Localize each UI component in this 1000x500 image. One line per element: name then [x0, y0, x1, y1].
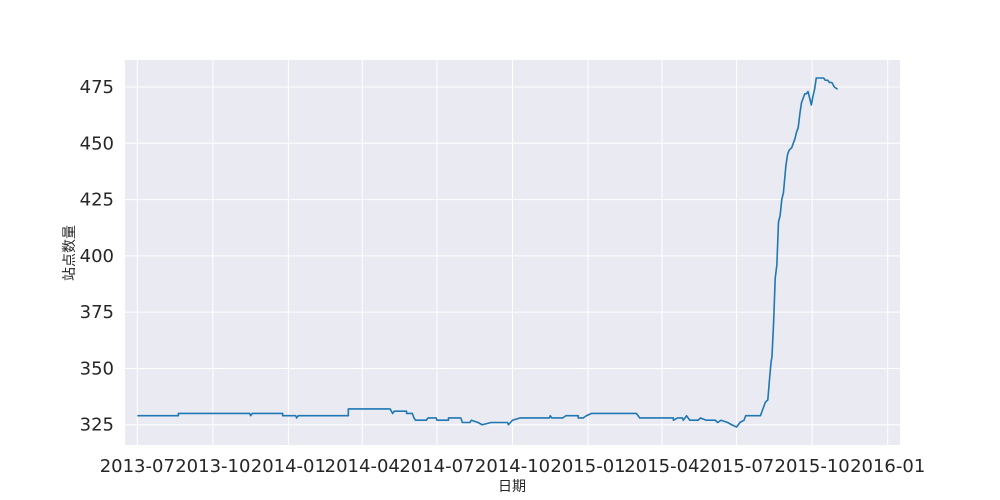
- y-tick-label-3: 400: [80, 246, 114, 267]
- y-tick-label-2: 375: [80, 302, 114, 323]
- x-tick-label-2: 2014-01: [251, 456, 326, 477]
- y-tick-label-5: 450: [80, 133, 114, 154]
- x-tick-label-5: 2014-10: [475, 456, 550, 477]
- x-tick-label-6: 2015-01: [550, 456, 625, 477]
- y-gridlines: [125, 86, 900, 426]
- y-tick-labels: 325 350 375 400 425 450 475: [80, 77, 114, 436]
- x-tick-label-10: 2016-01: [850, 456, 925, 477]
- y-tick-label-1: 350: [80, 358, 114, 379]
- x-tick-label-3: 2014-04: [325, 456, 400, 477]
- series-group: [137, 77, 839, 428]
- y-axis-label: 站点数量: [62, 225, 78, 281]
- y-tick-label-4: 425: [80, 190, 114, 211]
- x-axis-label: 日期: [498, 479, 526, 495]
- x-gridlines: [136, 60, 889, 445]
- x-tick-label-4: 2014-07: [399, 456, 474, 477]
- x-tick-label-8: 2015-07: [699, 456, 774, 477]
- y-tick-label-0: 325: [80, 415, 114, 436]
- x-tick-label-0: 2013-07: [100, 456, 175, 477]
- x-tick-label-1: 2013-10: [175, 456, 250, 477]
- x-tick-label-9: 2015-10: [775, 456, 850, 477]
- x-tick-label-7: 2015-04: [624, 456, 699, 477]
- y-tick-label-6: 475: [80, 77, 114, 98]
- series-line-0: [137, 77, 839, 428]
